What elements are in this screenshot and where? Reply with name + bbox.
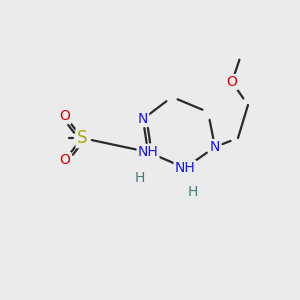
Text: NH: NH: [138, 145, 158, 159]
Text: NH: NH: [175, 161, 195, 175]
Text: O: O: [60, 153, 70, 167]
Text: N: N: [138, 112, 148, 126]
Text: H: H: [135, 171, 145, 185]
Text: O: O: [60, 109, 70, 123]
Text: S: S: [77, 129, 87, 147]
Text: H: H: [188, 185, 198, 199]
Text: N: N: [210, 140, 220, 154]
Text: O: O: [226, 75, 237, 89]
